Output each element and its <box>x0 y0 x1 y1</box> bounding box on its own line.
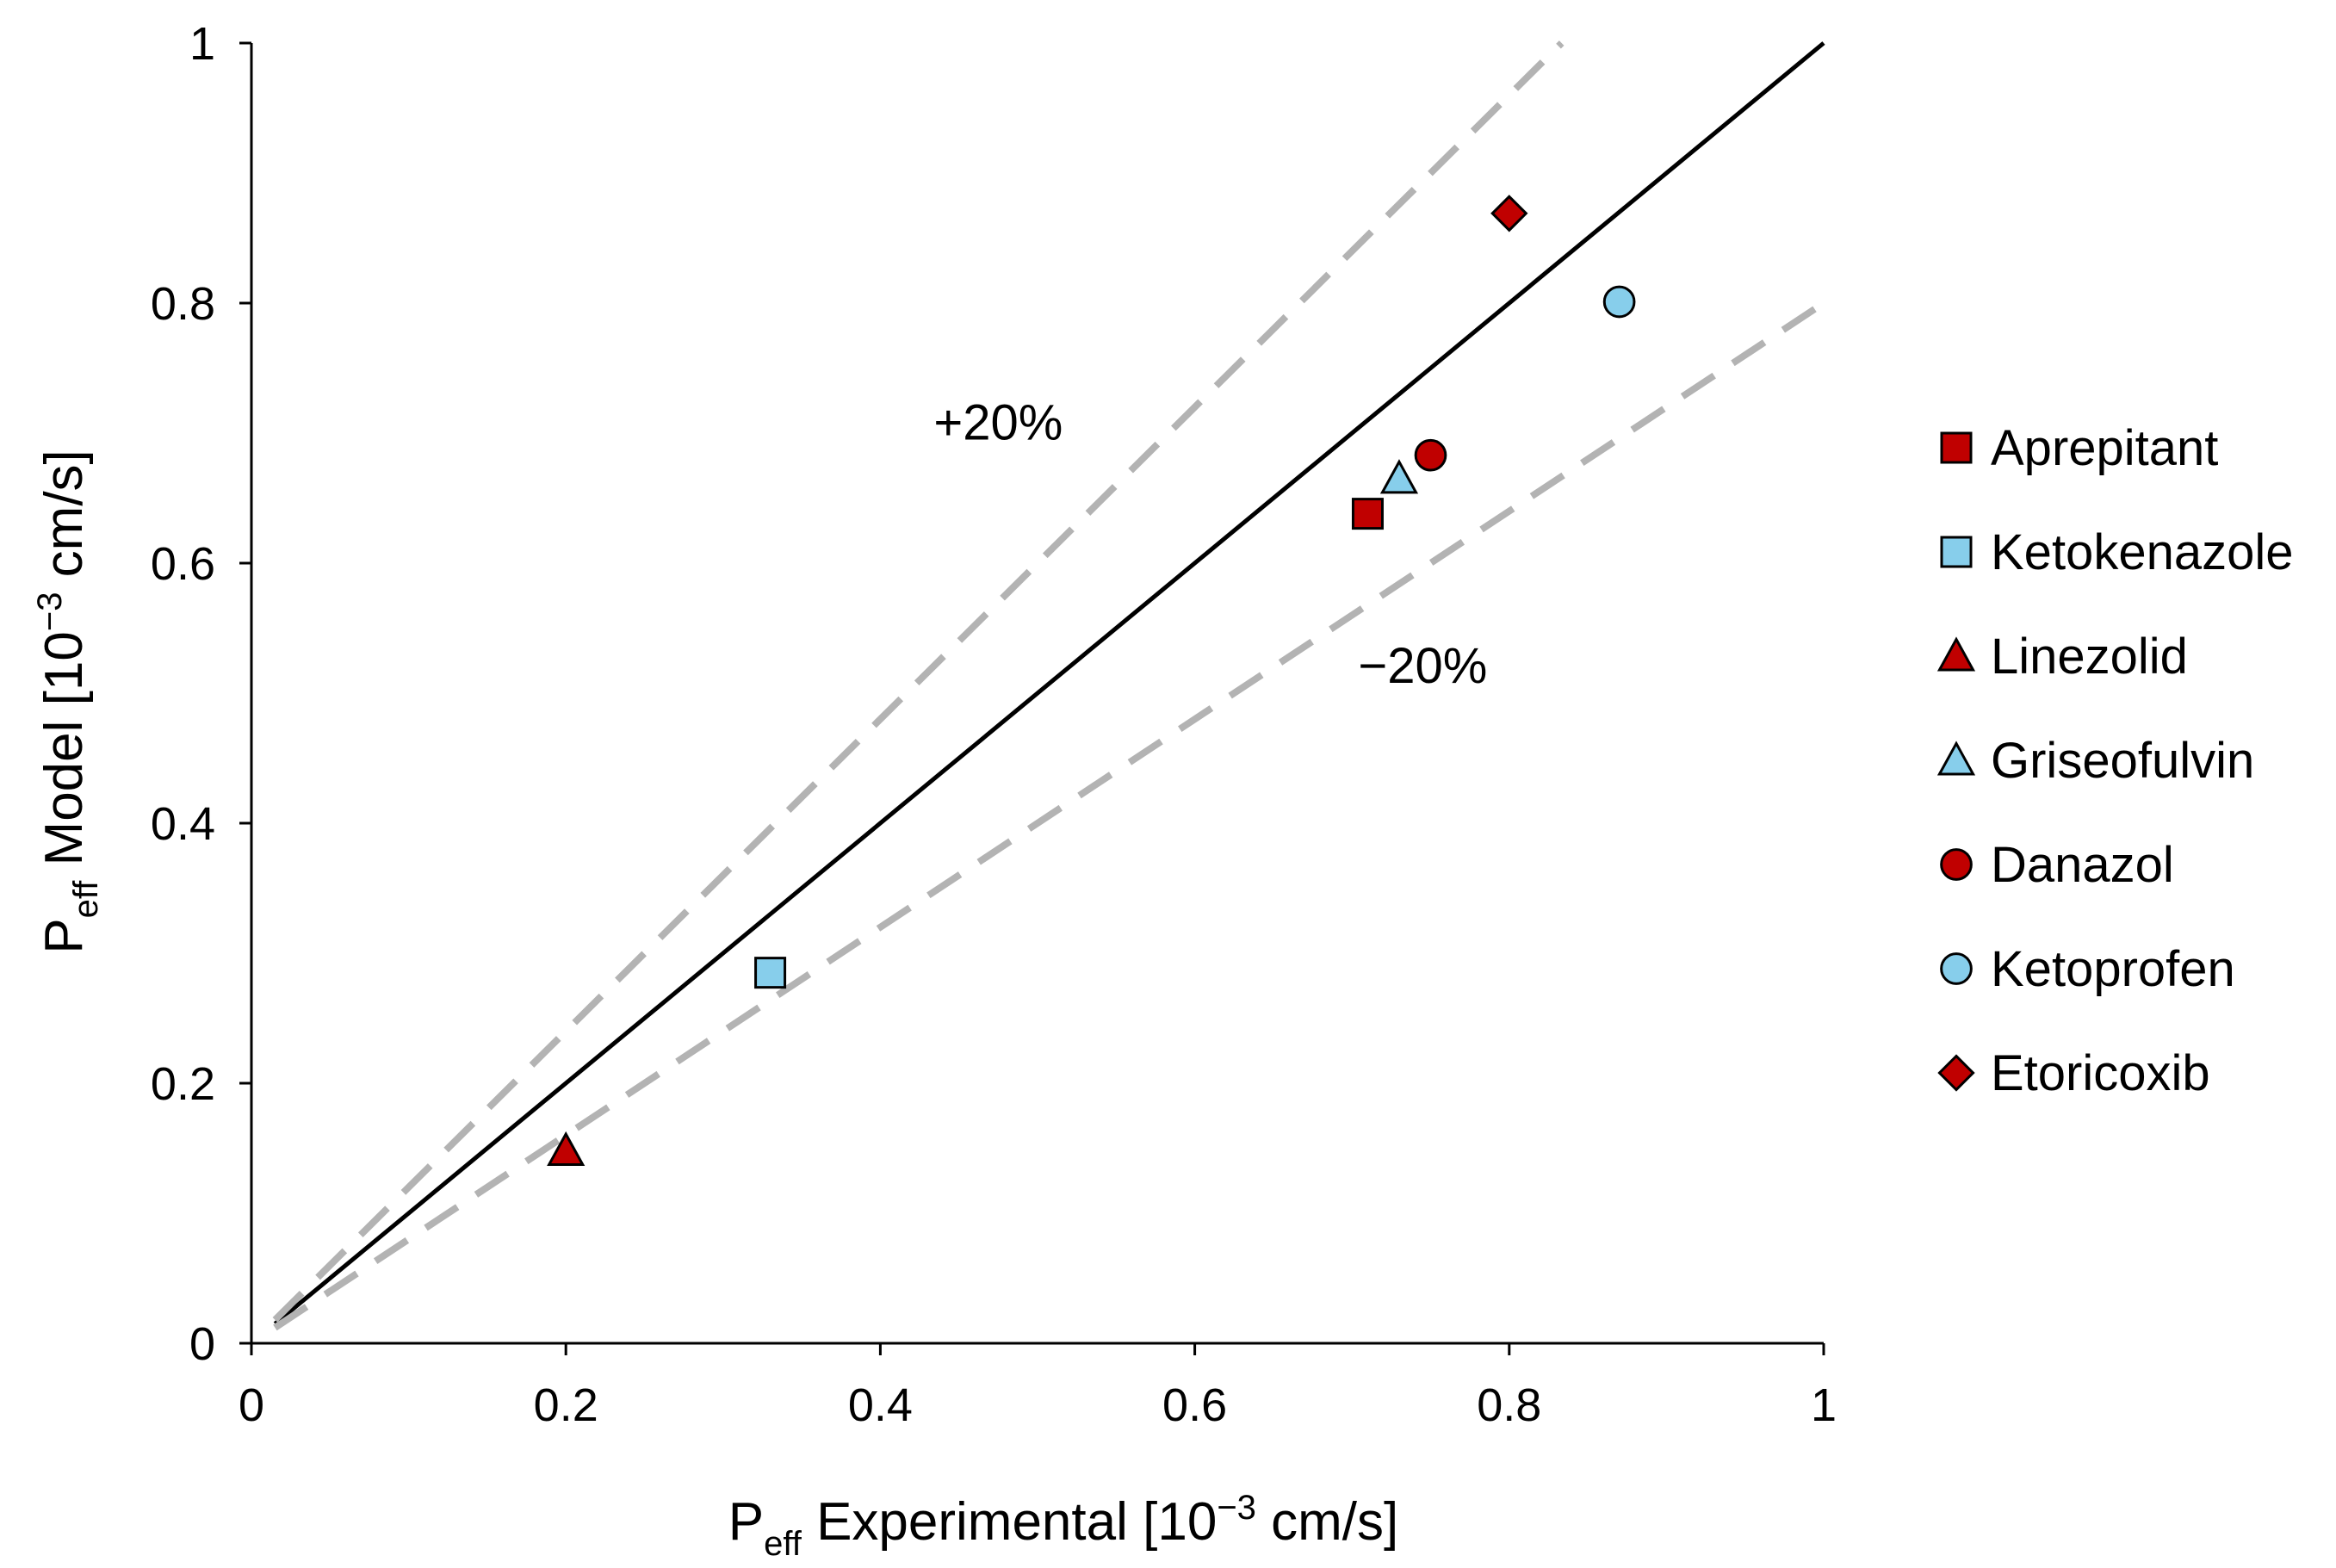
legend-label: Aprepitant <box>1991 420 2218 476</box>
x-tick-label: 0.6 <box>1162 1379 1227 1431</box>
legend-label: Linezolid <box>1991 629 2188 685</box>
y-tick-label: 0 <box>189 1318 215 1370</box>
reference-line-plus20 <box>272 40 1565 1323</box>
y-tick-label: 0.8 <box>151 278 215 330</box>
legend-item-danazol: Danazol <box>1940 837 2174 893</box>
y-tick-label: 0.6 <box>151 538 215 590</box>
legend: Aprepitant Ketokenazole Linezolid Griseoful… <box>1936 420 2293 1101</box>
legend-item-ketokenazole: Ketokenazole <box>1940 524 2293 580</box>
x-tick-label: 0.8 <box>1477 1379 1541 1431</box>
reference-line-minus20 <box>273 300 1826 1331</box>
legend-label: Ketoprofen <box>1991 941 2235 997</box>
y-tick-label: 1 <box>189 18 215 70</box>
axes <box>250 43 1824 1345</box>
legend-item-linezolid: Linezolid <box>1936 629 2188 685</box>
data-points <box>547 195 1636 1167</box>
legend-marker-linezolid <box>1936 636 1976 672</box>
legend-marker-ketoprofen <box>1940 952 1973 985</box>
point-danazol <box>1414 438 1447 472</box>
annotation-plus20: +20% <box>933 395 1063 451</box>
x-tick-label: 0 <box>239 1379 264 1431</box>
legend-marker-griseofulvin <box>1936 741 1976 776</box>
reference-lines <box>272 40 1826 1331</box>
x-tick-label: 1 <box>1811 1379 1837 1431</box>
legend-marker-aprepitant <box>1940 431 1973 464</box>
legend-marker-danazol <box>1940 848 1973 881</box>
annotations: +20% −20% <box>933 395 1487 694</box>
point-aprepitant <box>1351 498 1384 530</box>
x-tick-label: 0.4 <box>848 1379 913 1431</box>
annotation-minus20: −20% <box>1358 638 1487 694</box>
point-linezolid <box>547 1131 586 1167</box>
x-ticks: 0 0.2 0.4 0.6 0.8 1 <box>239 1343 1837 1431</box>
legend-marker-etoricoxib <box>1937 1054 1975 1092</box>
x-tick-label: 0.2 <box>534 1379 598 1431</box>
legend-label: Griseofulvin <box>1991 733 2254 789</box>
legend-item-ketoprofen: Ketoprofen <box>1940 941 2235 997</box>
y-axis-title: Peff Model [10−3 cm/s] <box>31 449 105 954</box>
reference-line-identity <box>273 41 1825 1326</box>
legend-item-etoricoxib: Etoricoxib <box>1937 1045 2210 1101</box>
legend-label: Ketokenazole <box>1991 524 2293 580</box>
point-etoricoxib <box>1490 195 1528 232</box>
y-ticks: 0 0.2 0.4 0.6 0.8 1 <box>151 18 251 1370</box>
point-griseofulvin <box>1379 459 1419 494</box>
point-ketoprofen <box>1602 285 1636 319</box>
legend-item-aprepitant: Aprepitant <box>1940 420 2218 476</box>
legend-label: Danazol <box>1991 837 2174 893</box>
x-axis-title: Peff Experimental [10−3 cm/s] <box>728 1489 1399 1563</box>
legend-label: Etoricoxib <box>1991 1045 2210 1101</box>
point-ketokenazole <box>754 957 787 989</box>
legend-marker-ketokenazole <box>1940 536 1973 568</box>
y-tick-label: 0.4 <box>151 798 215 850</box>
legend-item-griseofulvin: Griseofulvin <box>1936 733 2254 789</box>
y-tick-label: 0.2 <box>151 1058 215 1110</box>
